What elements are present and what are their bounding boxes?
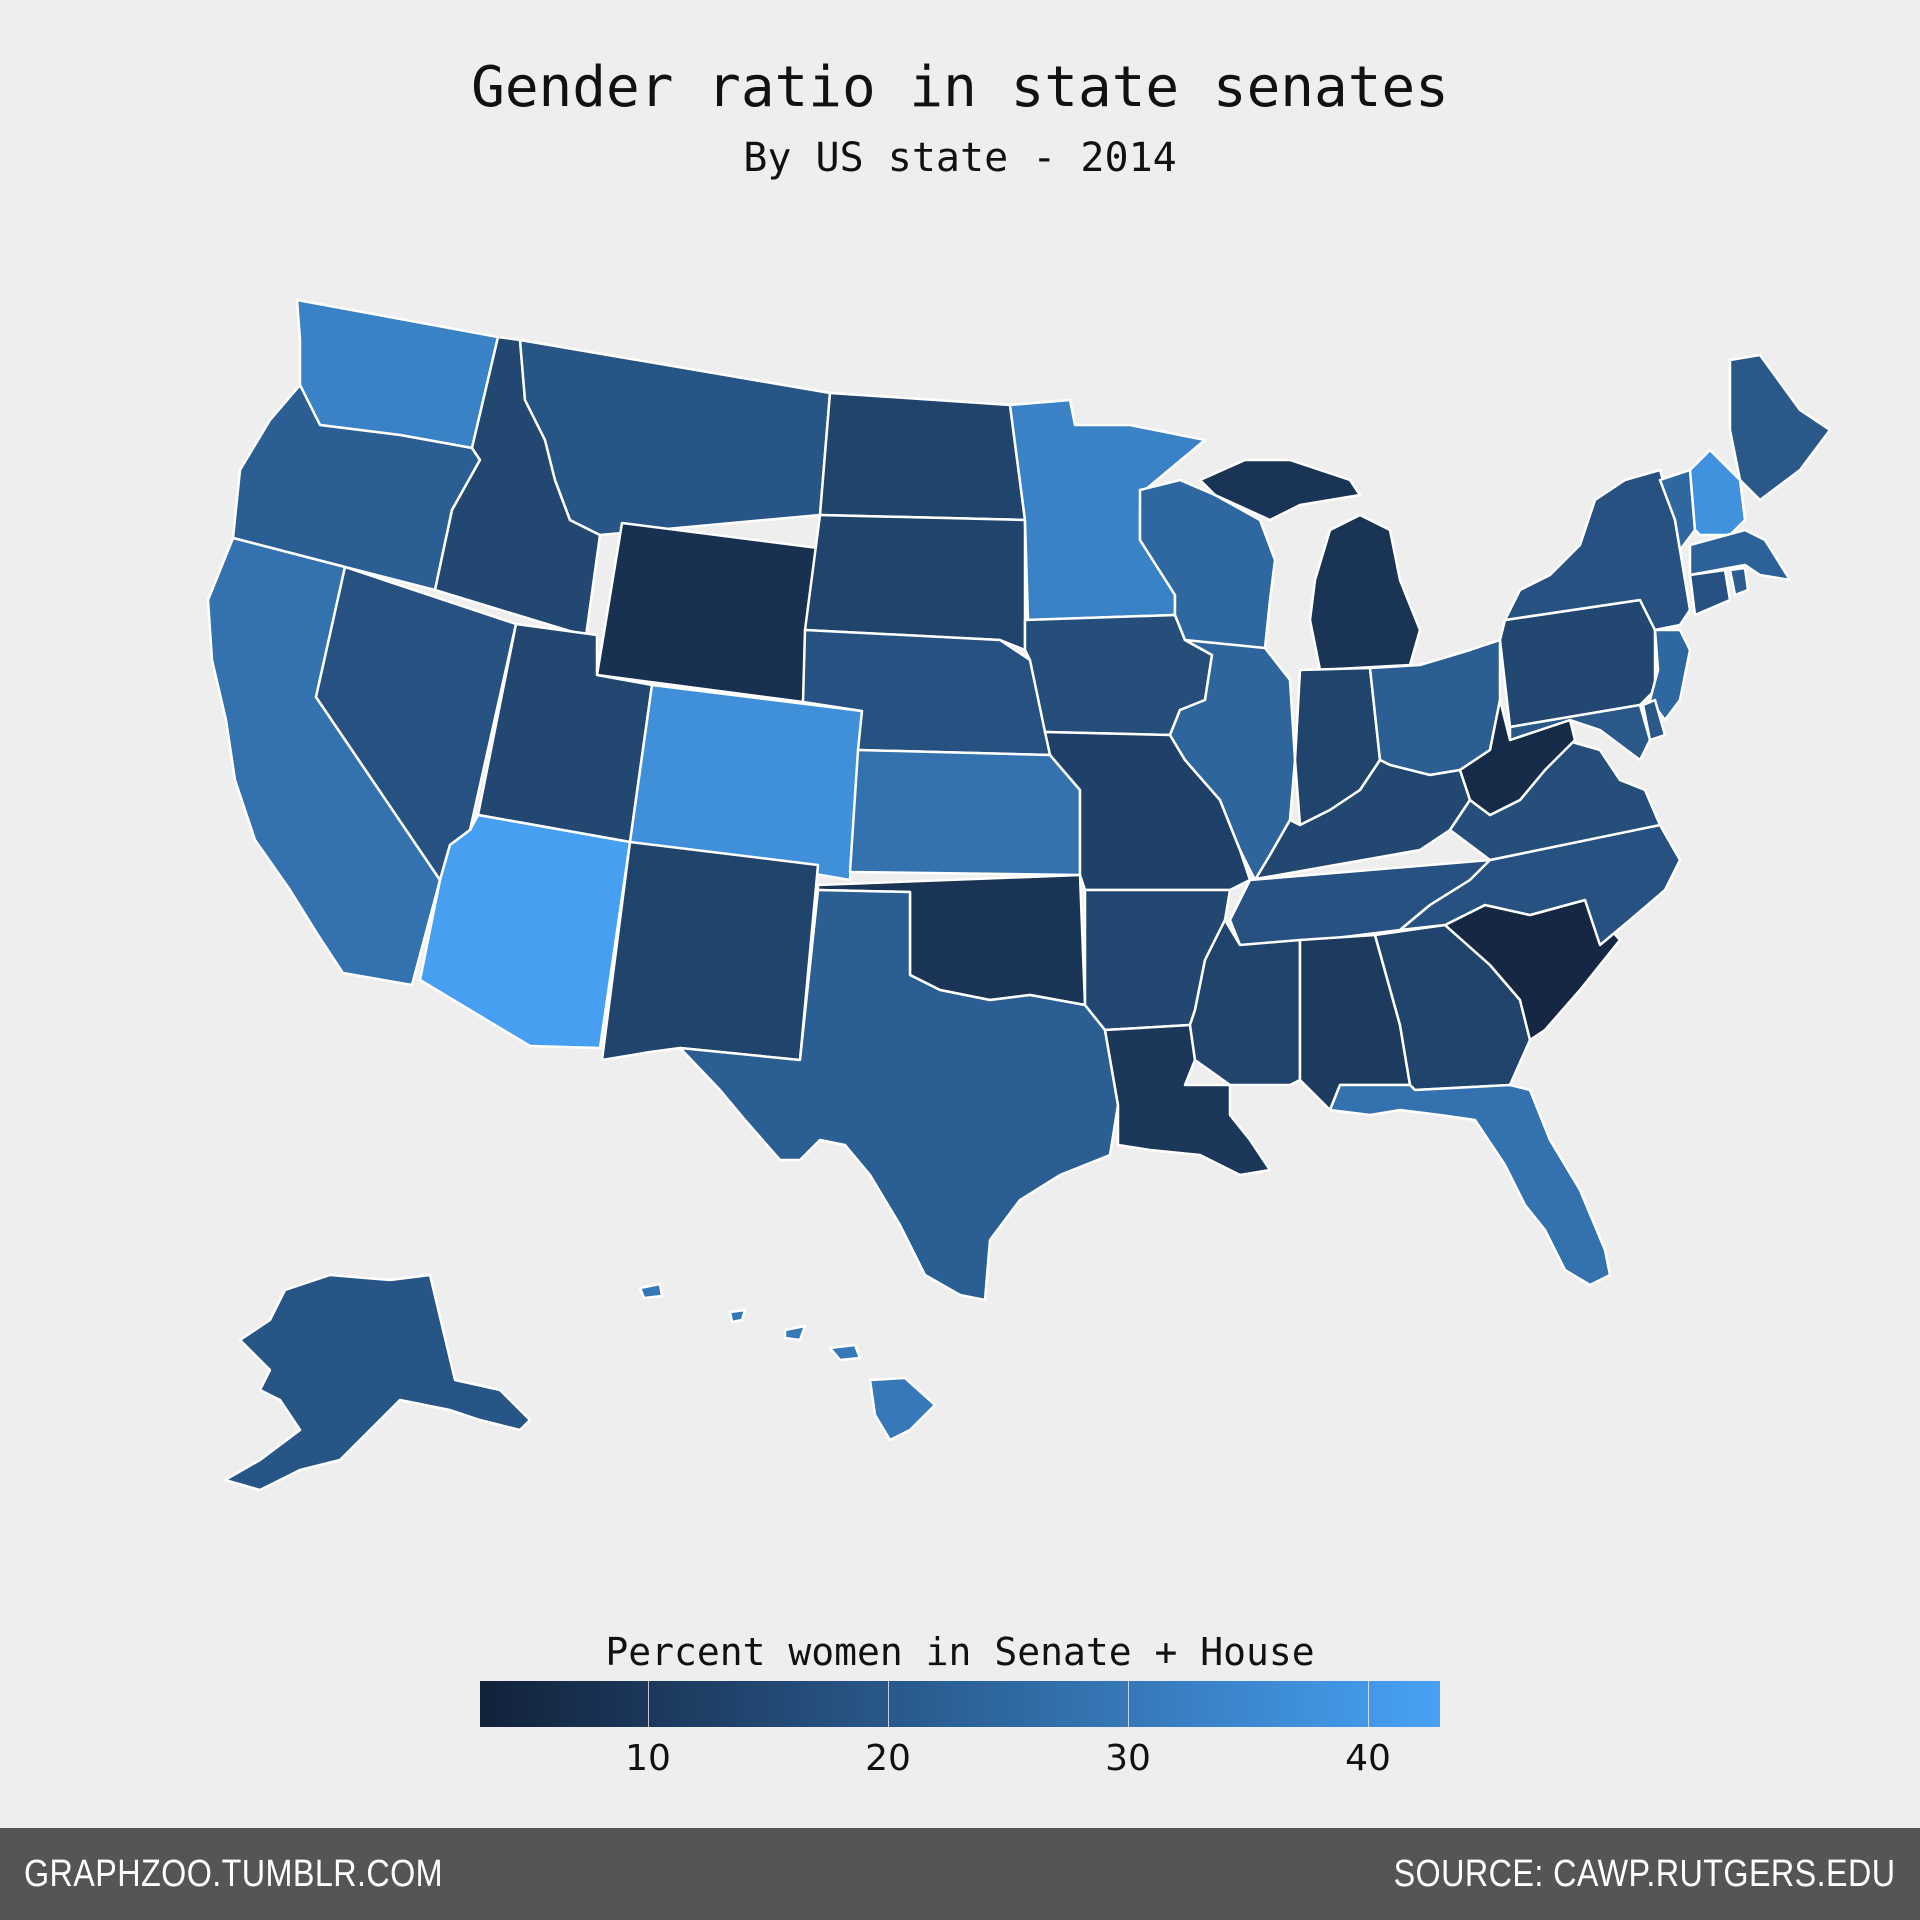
state-wy xyxy=(595,521,820,704)
state-la xyxy=(1103,1023,1272,1177)
state-co xyxy=(628,683,864,882)
state-sd xyxy=(803,513,1027,652)
state-il xyxy=(1168,638,1297,882)
footer-source: SOURCE: CAWP.RUTGERS.EDU xyxy=(1394,1853,1896,1895)
state-mt xyxy=(518,338,832,537)
state-ny xyxy=(1503,468,1692,632)
state-ks xyxy=(848,748,1082,877)
chart-title: Gender ratio in state senates xyxy=(471,55,1449,120)
legend-tick-mark xyxy=(648,1681,649,1727)
state-ct xyxy=(1688,568,1732,617)
legend-tick-label: 20 xyxy=(865,1738,911,1779)
legend-tick-mark xyxy=(1368,1681,1369,1727)
legend-tick-label: 10 xyxy=(625,1738,671,1779)
state-mi xyxy=(1198,458,1422,672)
choropleth-map xyxy=(206,298,1832,1492)
state-fl xyxy=(1328,1083,1612,1287)
legend-tick-mark xyxy=(1128,1681,1129,1727)
legend-title: Percent women in Senate + House xyxy=(605,1630,1315,1674)
state-tx xyxy=(678,888,1120,1302)
state-nh xyxy=(1688,448,1747,537)
footer-bar: GRAPHZOO.TUMBLR.COM SOURCE: CAWP.RUTGERS… xyxy=(0,1828,1920,1920)
state-ak xyxy=(223,1273,532,1492)
state-nm xyxy=(600,840,820,1062)
chart-subtitle: By US state - 2014 xyxy=(743,135,1177,181)
state-me xyxy=(1728,353,1832,502)
state-vt xyxy=(1658,468,1697,552)
footer-site-link[interactable]: GRAPHZOO.TUMBLR.COM xyxy=(24,1853,444,1895)
state-nj xyxy=(1648,628,1692,722)
legend-color-bar xyxy=(480,1681,1440,1727)
state-hi xyxy=(638,1282,937,1442)
state-ri xyxy=(1728,566,1750,597)
legend-tick-label: 30 xyxy=(1105,1738,1151,1779)
state-nd xyxy=(818,391,1027,522)
state-az xyxy=(418,813,632,1050)
legend-tick-mark xyxy=(888,1681,889,1727)
legend-tick-label: 40 xyxy=(1345,1738,1391,1779)
state-md xyxy=(1508,703,1652,762)
